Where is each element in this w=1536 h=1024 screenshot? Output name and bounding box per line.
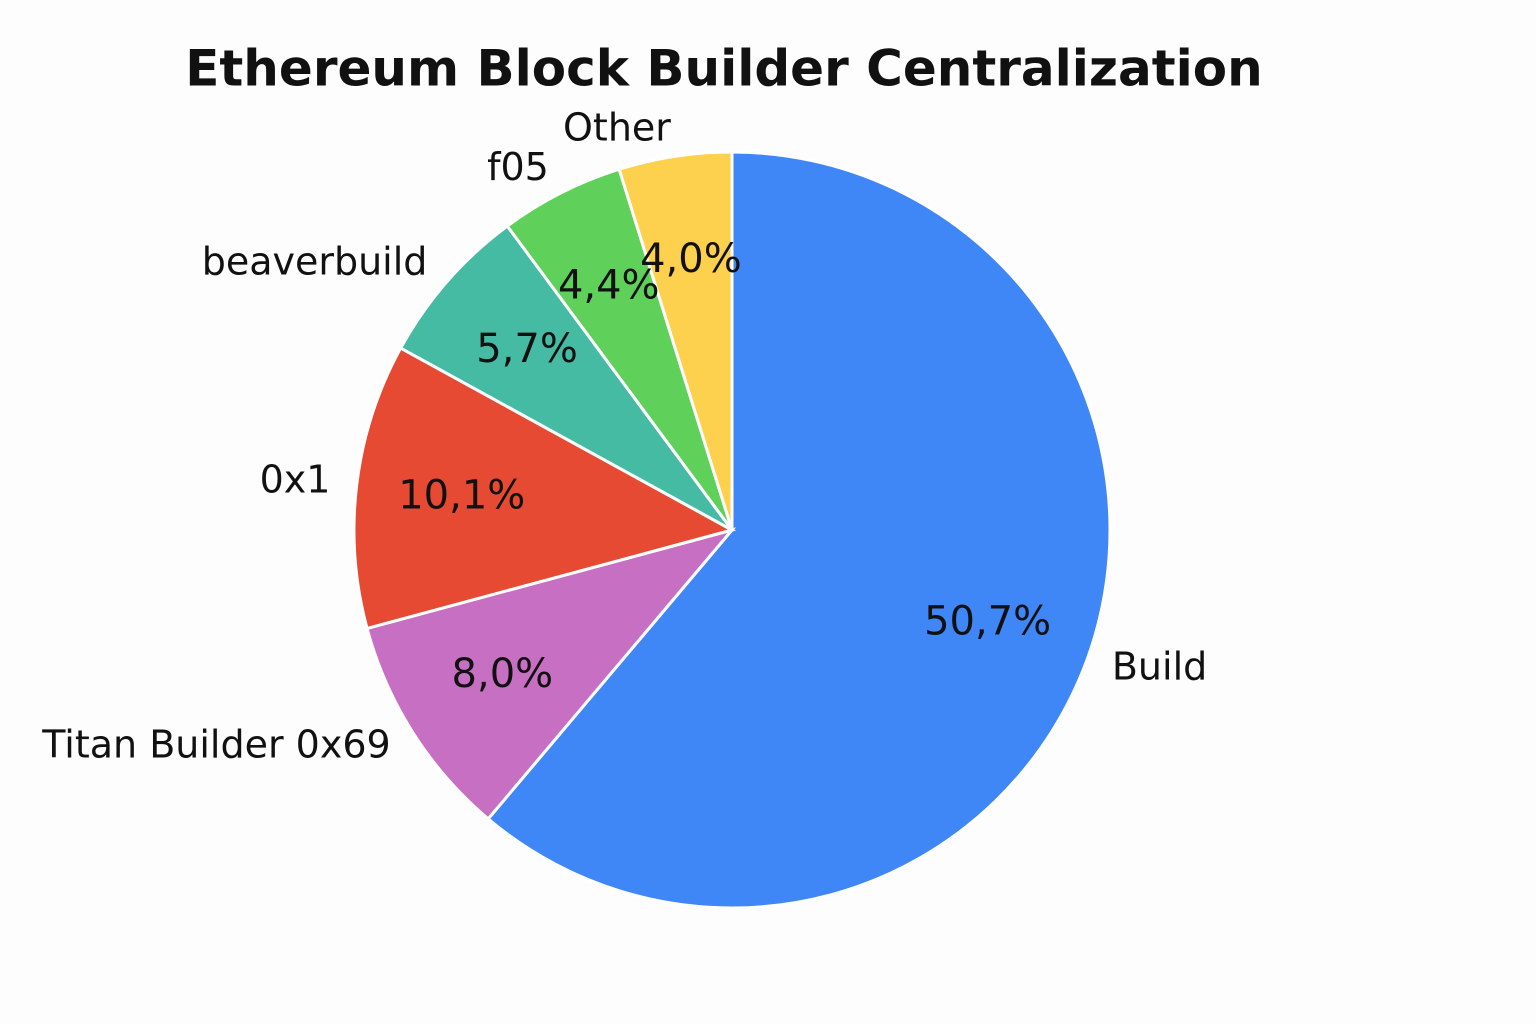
category-label: Titan Builder 0x69 (41, 723, 390, 767)
value-label: 8,0% (452, 651, 554, 697)
category-label: f05 (487, 145, 549, 189)
value-label: 10,1% (398, 473, 525, 519)
value-label: 4,4% (558, 262, 660, 308)
category-label: Build (1112, 644, 1207, 688)
pie-slice (617, 150, 734, 531)
category-label: 0x1 (260, 457, 331, 501)
value-label: 5,7% (476, 326, 578, 372)
pie-slice (365, 527, 737, 821)
category-label: beaverbuild (202, 239, 428, 283)
value-label: 4,0% (640, 236, 742, 282)
chart-title: Ethereum Block Builder Centralization (185, 40, 1263, 98)
category-label: Other (563, 106, 671, 150)
pie-slice (398, 223, 734, 532)
value-label: 50,7% (924, 598, 1051, 644)
pie-slice (352, 346, 736, 631)
pie-slice (486, 150, 1112, 910)
